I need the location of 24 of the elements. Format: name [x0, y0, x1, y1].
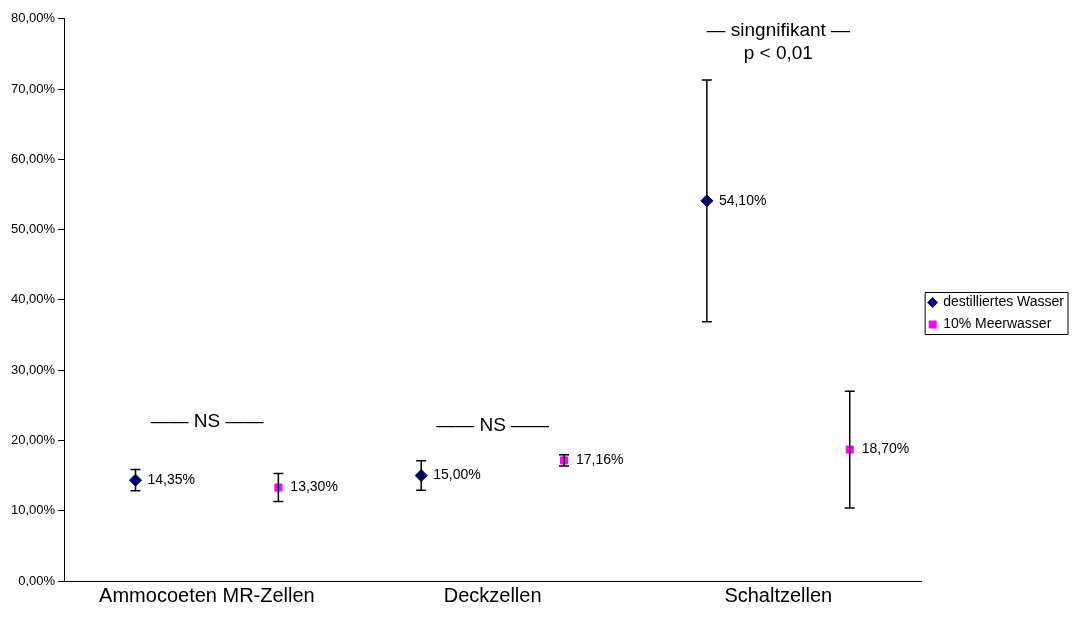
legend-label: 10% Meerwasser: [943, 315, 1052, 332]
y-tick-label: 10,00%: [11, 502, 56, 518]
legend-label: destilliertes Wasser: [943, 293, 1065, 310]
data-label: 13,30%: [290, 478, 338, 495]
y-tick-label: 30,00%: [11, 361, 56, 377]
y-tick-label: 70,00%: [11, 80, 56, 96]
x-tick-label: Schaltzellen: [724, 583, 833, 606]
data-label: 14,35%: [147, 471, 195, 488]
y-tick-label: 60,00%: [11, 150, 56, 166]
y-tick-label: 20,00%: [11, 432, 56, 448]
y-tick-label: 0,00%: [18, 572, 56, 588]
y-tick-label: 50,00%: [11, 221, 56, 237]
x-tick-label: Ammocoeten MR-Zellen: [99, 583, 315, 606]
annotation: p < 0,01: [743, 41, 813, 63]
annotation: —— NS ——: [436, 413, 550, 435]
data-label: 18,70%: [861, 440, 910, 457]
annotation: —— NS ——: [150, 409, 264, 431]
x-tick-label: Deckzellen: [443, 583, 542, 606]
y-tick-label: 40,00%: [11, 291, 56, 307]
y-tick-label: 80,00%: [11, 10, 56, 26]
data-label: 54,10%: [718, 191, 767, 208]
data-label: 17,16%: [576, 451, 624, 468]
annotation: — singnifikant —: [706, 18, 851, 40]
data-label: 15,00%: [433, 466, 481, 483]
